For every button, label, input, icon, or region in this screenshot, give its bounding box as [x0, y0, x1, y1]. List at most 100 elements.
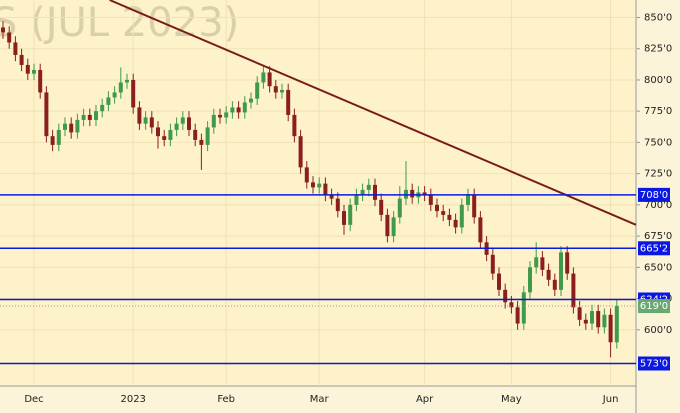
trend-line [109, 0, 637, 226]
candle-body [19, 54, 24, 65]
candle-body [149, 117, 154, 128]
candle-body [528, 267, 532, 293]
candle-body [441, 211, 446, 215]
candle-body [546, 269, 551, 280]
y-tick-label: 825'0 [644, 44, 672, 55]
candle-body [459, 204, 464, 228]
candle-body [379, 199, 384, 215]
candle-body [373, 184, 377, 200]
y-tick-label: 675'0 [644, 231, 672, 242]
x-tick-label: Mar [310, 394, 330, 405]
candle-body [174, 123, 179, 130]
candle-body [565, 252, 570, 274]
candle-body [366, 184, 371, 190]
candle-body [323, 183, 328, 195]
candle-body [131, 79, 136, 108]
last-price-tag [638, 299, 670, 314]
x-tick-label: Apr [416, 394, 434, 405]
candle-body [559, 252, 563, 290]
candle-body [317, 183, 322, 188]
candle-body [292, 114, 297, 137]
level-label: 573'0 [640, 359, 668, 370]
level-tag [638, 356, 670, 371]
candle-body [13, 42, 18, 55]
candle-body [7, 32, 12, 43]
candle-body [490, 254, 495, 274]
candle-body [472, 194, 477, 218]
candle-body [180, 117, 185, 124]
candle-body [38, 69, 43, 93]
candle-body [478, 217, 483, 243]
candle-body [286, 89, 291, 115]
candle-body [87, 114, 92, 120]
level-label: 665'2 [640, 243, 668, 254]
candle-body [391, 217, 396, 237]
candle-body [497, 273, 501, 290]
x-tick-label: May [501, 394, 522, 405]
candle-body [261, 72, 266, 83]
y-tick-label: 850'0 [644, 12, 672, 23]
candle-body [596, 311, 601, 328]
candle-body [75, 119, 80, 133]
candle-body [280, 89, 284, 93]
candle-body [224, 112, 229, 118]
y-tick-label: 800'0 [644, 75, 672, 86]
candle-body [162, 136, 167, 140]
level-label: 708'0 [640, 190, 668, 201]
candle-body [515, 307, 520, 324]
candle-body [329, 194, 334, 199]
candle-body [168, 129, 173, 140]
candle-body [385, 214, 390, 237]
x-tick-label: 2023 [120, 394, 145, 405]
candle-body [335, 198, 340, 212]
y-tick-label: 700'0 [644, 200, 672, 211]
candle-body [25, 64, 30, 74]
candle-body [602, 314, 607, 328]
candle-body [410, 189, 415, 198]
candle-body [428, 194, 433, 205]
last-price-label: 619'0 [640, 301, 668, 312]
candle-body [447, 214, 452, 220]
candle-body [342, 211, 346, 225]
candle-body [577, 307, 582, 320]
candle-body [509, 302, 514, 308]
candle-body [100, 104, 105, 112]
x-tick-label: Dec [24, 394, 43, 405]
candle-body [230, 107, 235, 113]
candle-body [32, 69, 36, 74]
candle-body [608, 314, 613, 343]
y-tick-label: 600'0 [644, 325, 672, 336]
y-tick-label: 725'0 [644, 169, 672, 180]
candle-body [44, 92, 49, 137]
candle-body [273, 86, 278, 93]
candle-body [218, 114, 222, 118]
candle-body [249, 98, 253, 103]
candle-body [69, 123, 74, 133]
candle-body [156, 127, 160, 137]
x-tick-label: Jun [602, 394, 619, 405]
candle-body [236, 107, 241, 113]
candle-body [125, 79, 129, 83]
candle-body [552, 279, 557, 290]
candle-body [453, 219, 458, 228]
candle-body [354, 194, 359, 205]
candle-body [360, 189, 365, 195]
candle-body [112, 92, 117, 98]
candle-body [304, 167, 309, 183]
candle-body [534, 257, 539, 268]
time-axis-panel [0, 386, 636, 413]
candle-body [614, 306, 619, 343]
candle-body [590, 311, 594, 324]
candle-body [118, 82, 123, 93]
candle-body [267, 72, 272, 87]
y-tick-label: 650'0 [644, 262, 672, 273]
candle-body [143, 117, 148, 124]
y-tick-label: 775'0 [644, 106, 672, 117]
candle-body [521, 292, 526, 324]
candle-body [50, 136, 55, 145]
candle-body [211, 114, 216, 128]
x-tick-label: Feb [217, 394, 235, 405]
candle-body [298, 136, 303, 168]
candle-body [193, 129, 198, 140]
